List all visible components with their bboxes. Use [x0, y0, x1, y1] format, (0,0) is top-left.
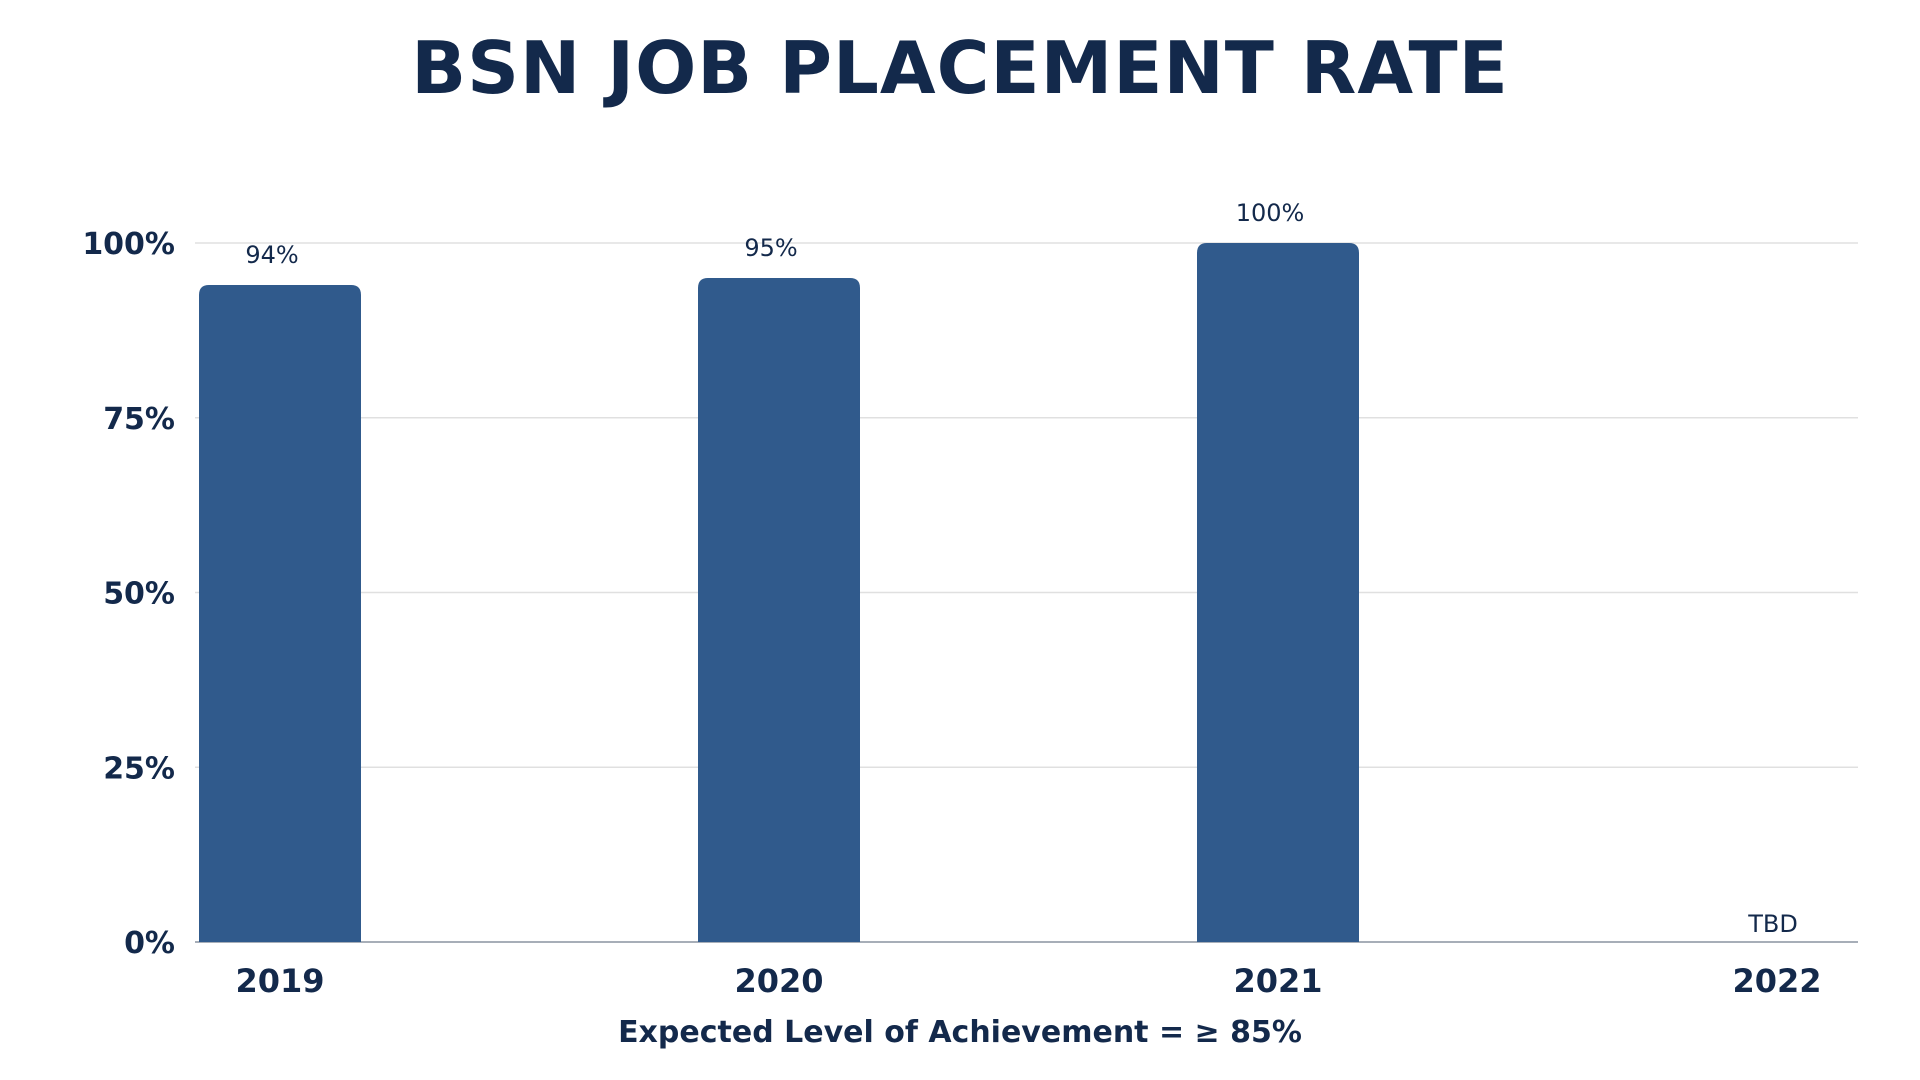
x-tick-label: 2021 — [1233, 962, 1322, 1000]
x-tick-label: 2019 — [235, 962, 324, 1000]
y-tick-label: 25% — [103, 751, 175, 786]
x-tick-label: 2020 — [734, 962, 823, 1000]
y-axis-ticks: 0% 25% 50% 75% 100% — [82, 227, 175, 961]
bar — [1197, 243, 1359, 942]
y-tick-label: 0% — [124, 926, 175, 961]
x-tick-label: 2022 — [1732, 962, 1821, 1000]
data-label: TBD — [1747, 910, 1798, 938]
y-tick-label: 75% — [103, 402, 175, 437]
bar — [698, 277, 860, 942]
bars — [199, 243, 1359, 942]
data-label: 94% — [245, 241, 298, 269]
gridlines — [195, 242, 1858, 943]
y-tick-label: 50% — [103, 577, 175, 612]
data-labels: 94% 95% 100% TBD — [245, 199, 1797, 938]
data-label: 100% — [1236, 199, 1305, 227]
data-label: 95% — [744, 234, 797, 262]
expected-achievement-note: Expected Level of Achievement = ≥ 85% — [618, 1015, 1302, 1050]
x-axis-ticks: 2019 2020 2021 2022 — [235, 962, 1821, 1000]
bar — [199, 284, 361, 942]
chart-title: BSN JOB PLACEMENT RATE — [411, 26, 1509, 110]
y-tick-label: 100% — [82, 227, 175, 262]
